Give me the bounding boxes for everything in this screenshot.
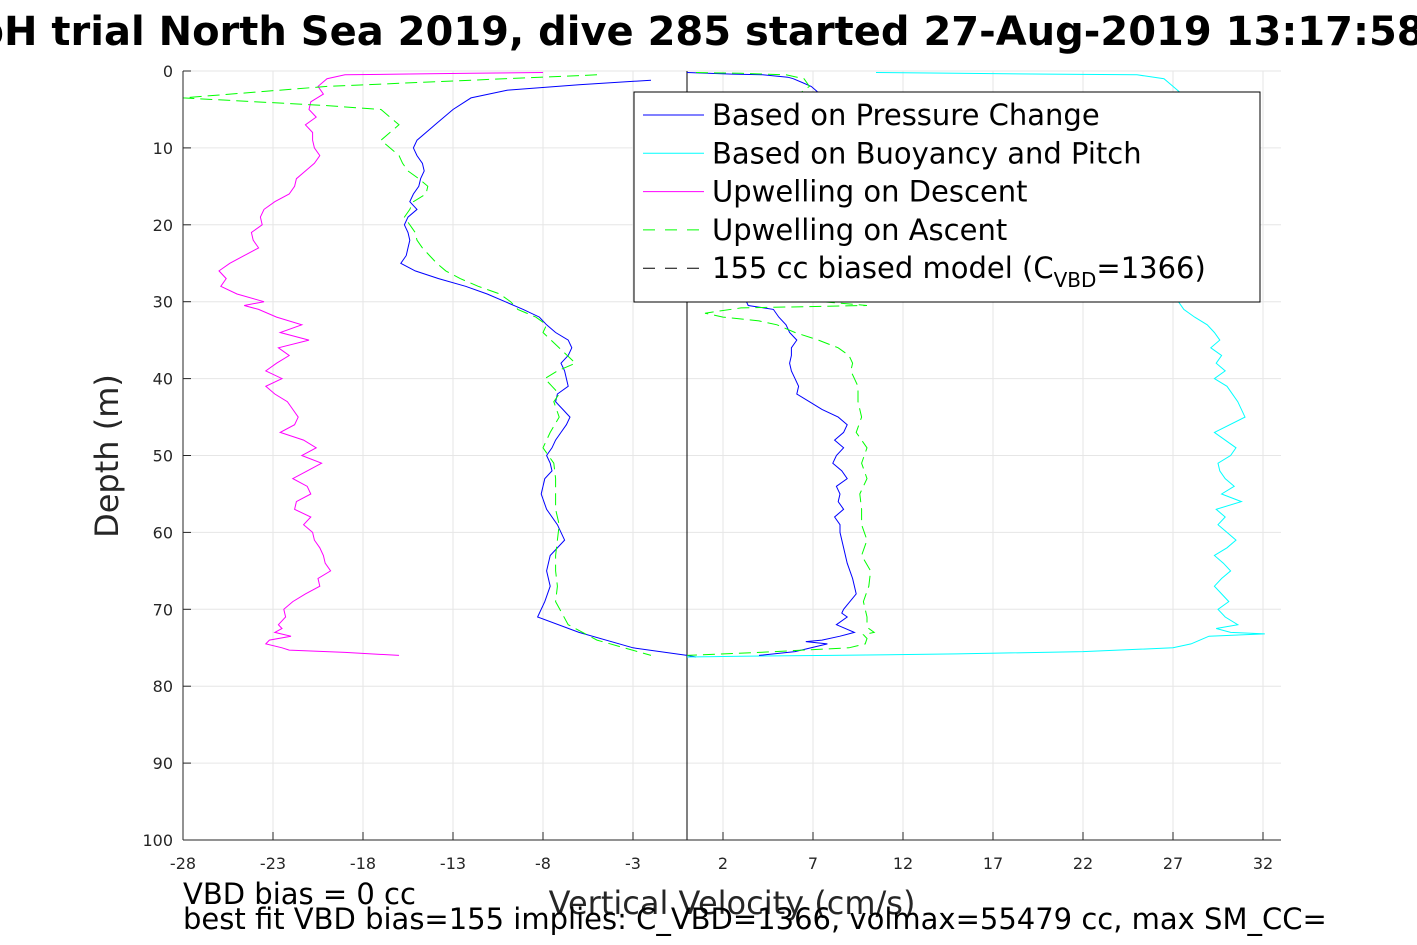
- x-tick-label: 2: [718, 854, 728, 873]
- x-tick-label: 27: [1163, 854, 1183, 873]
- legend-label: Based on Buoyancy and Pitch: [712, 136, 1142, 170]
- legend-label-end: =1366): [1096, 251, 1205, 285]
- axes: -28 -23 -18 -13 -8 -3 2 7 12 17 22 27 32010203040506…: [142, 62, 1281, 873]
- y-tick-label: 0: [163, 62, 173, 81]
- y-tick-label: 10: [153, 139, 173, 158]
- y-tick-label: 70: [153, 600, 173, 619]
- x-tick-label: 22: [1073, 854, 1093, 873]
- best-fit-annotation: best fit VBD bias=155 implies: C_VBD=136…: [183, 902, 1327, 936]
- x-tick-label: -18: [350, 854, 376, 873]
- y-tick-label: 40: [153, 370, 173, 389]
- legend-label-subscript: VBD: [1054, 268, 1097, 292]
- pressure-change-line: [400, 79, 697, 658]
- y-axis-label: Depth (m): [88, 374, 126, 538]
- x-axis-label: Vertical Velocity (cm/s): [549, 884, 916, 922]
- y-tick-label: 80: [153, 677, 173, 696]
- legend-label-main: 155 cc biased model (C: [712, 251, 1054, 285]
- y-tick-label: 100: [142, 831, 173, 850]
- y-tick-label: 90: [153, 754, 173, 773]
- y-tick-label: 20: [153, 216, 173, 235]
- x-tick-label: -28: [170, 854, 196, 873]
- legend-label: Based on Pressure Change: [712, 98, 1100, 132]
- buoyancy-pitch-line: [686, 72, 1265, 658]
- x-tick-label: 32: [1253, 854, 1273, 873]
- x-tick-label: -23: [260, 854, 286, 873]
- legend-label: Upwelling on Descent: [712, 175, 1028, 209]
- series-layer: [182, 71, 1265, 840]
- y-tick-label: 60: [153, 523, 173, 542]
- upwelling-ascent-line: [182, 74, 652, 656]
- x-tick-label: 12: [893, 854, 913, 873]
- x-tick-label: 17: [983, 854, 1003, 873]
- y-tick-label: 30: [153, 293, 173, 312]
- legend: Based on Pressure Change Based on Buoyanc…: [633, 91, 1261, 303]
- legend-label: Upwelling on Ascent: [712, 213, 1007, 247]
- x-tick-label: -3: [625, 854, 641, 873]
- upwelling-descent-line: [218, 72, 544, 656]
- x-tick-label: -13: [440, 854, 466, 873]
- legend-label: 155 cc biased model (CVBD=1366): [712, 251, 1206, 292]
- chart-title: pH trial North Sea 2019, dive 285 starte…: [0, 9, 1417, 55]
- legend-box: [633, 91, 1261, 303]
- vbd-bias-annotation: VBD bias = 0 cc: [183, 877, 416, 911]
- x-tick-label: 7: [808, 854, 818, 873]
- y-tick-label: 50: [153, 447, 173, 466]
- x-tick-label: -8: [535, 854, 551, 873]
